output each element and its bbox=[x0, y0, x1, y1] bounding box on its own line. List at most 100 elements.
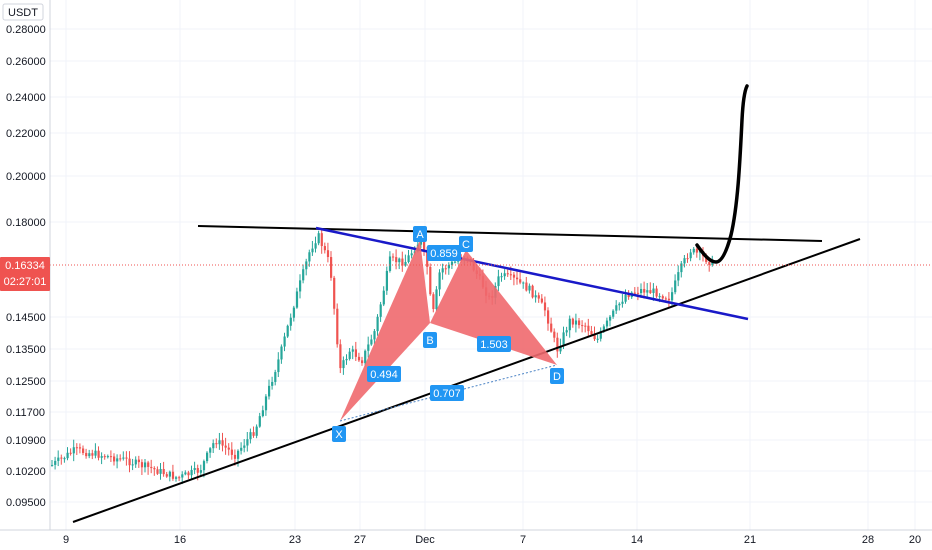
candle-body bbox=[233, 454, 237, 459]
candle-body bbox=[159, 468, 162, 474]
svg-text:0.859: 0.859 bbox=[430, 248, 458, 260]
candle-body bbox=[401, 258, 404, 266]
candle-body bbox=[385, 270, 388, 291]
candle-body bbox=[63, 458, 66, 460]
candle-body bbox=[85, 452, 88, 457]
candle-body bbox=[686, 258, 689, 260]
candle-body bbox=[646, 290, 649, 293]
projection-curve bbox=[695, 84, 749, 264]
candle-body bbox=[692, 248, 695, 253]
candle-body bbox=[109, 456, 113, 458]
candle-body bbox=[54, 460, 57, 465]
candle-body bbox=[60, 457, 63, 459]
current-price-badge bbox=[0, 257, 50, 291]
candle-body bbox=[311, 248, 314, 253]
candle-body bbox=[537, 295, 540, 299]
candle-body bbox=[171, 471, 175, 479]
candle-body bbox=[361, 360, 364, 364]
candle-body bbox=[398, 258, 401, 263]
candle-body bbox=[525, 282, 528, 291]
candle-body bbox=[264, 396, 268, 411]
ratio-label-1503: 1.503 bbox=[477, 336, 511, 352]
x-tick-label: Dec bbox=[415, 534, 435, 546]
candle-body bbox=[605, 320, 609, 327]
candle-body bbox=[708, 262, 711, 265]
candle-body bbox=[671, 292, 674, 301]
candle-body bbox=[314, 243, 317, 249]
candle-body bbox=[215, 443, 218, 445]
candle-body bbox=[339, 344, 342, 369]
candle-body bbox=[559, 345, 562, 352]
candle-body bbox=[66, 452, 69, 459]
candle-body bbox=[593, 334, 596, 340]
candle-body bbox=[91, 453, 94, 456]
candle-body bbox=[370, 339, 373, 345]
candle-body bbox=[565, 330, 568, 333]
svg-text:0.707: 0.707 bbox=[433, 388, 461, 400]
candle-body bbox=[326, 250, 330, 258]
candle-body bbox=[134, 459, 137, 465]
x-tick-label: 28 bbox=[862, 534, 874, 546]
candle-body bbox=[72, 447, 75, 454]
candle-body bbox=[122, 457, 125, 459]
candle-body bbox=[82, 448, 85, 453]
candle-body bbox=[206, 452, 209, 462]
candle-body bbox=[367, 344, 370, 351]
candle-body bbox=[574, 320, 578, 325]
y-tick-label: 0.10900 bbox=[6, 435, 46, 447]
y-axis-ticks: 0.28000 0.26000 0.24000 0.22000 0.20000 0.180… bbox=[6, 24, 46, 509]
candle-body bbox=[441, 268, 444, 273]
candle-body bbox=[624, 294, 627, 302]
candle-body bbox=[144, 462, 147, 468]
candle-body bbox=[599, 330, 602, 339]
candle-body bbox=[540, 298, 543, 303]
candle-body bbox=[615, 305, 618, 311]
candle-body bbox=[268, 385, 271, 397]
candle-body bbox=[568, 318, 571, 331]
candle-body bbox=[435, 289, 438, 310]
candle-body bbox=[51, 464, 54, 466]
candle-body bbox=[271, 381, 274, 386]
candle-body bbox=[97, 450, 100, 458]
x-tick-label: 27 bbox=[354, 534, 366, 546]
svg-text:1.503: 1.503 bbox=[480, 339, 508, 351]
support-line bbox=[72, 238, 861, 523]
bar-countdown: 02:27:01 bbox=[4, 276, 47, 288]
candle-body bbox=[655, 288, 658, 297]
svg-text:A: A bbox=[416, 229, 424, 241]
candle-body bbox=[230, 449, 233, 455]
candle-body bbox=[137, 459, 140, 463]
candle-body bbox=[227, 447, 230, 450]
candle-body bbox=[450, 261, 454, 266]
candle-body bbox=[584, 325, 587, 327]
candle-body bbox=[57, 457, 60, 461]
candle-body bbox=[373, 331, 376, 340]
candle-body bbox=[345, 358, 348, 361]
candle-body bbox=[336, 308, 339, 345]
svg-text:C: C bbox=[462, 239, 470, 251]
candle-body bbox=[75, 447, 78, 449]
candle-body bbox=[240, 447, 243, 451]
candle-body bbox=[556, 337, 559, 352]
candle-body bbox=[165, 474, 168, 477]
x-tick-label: 9 bbox=[63, 534, 69, 546]
y-tick-label: 0.18000 bbox=[6, 217, 46, 229]
svg-text:0.494: 0.494 bbox=[370, 369, 398, 381]
candle-body bbox=[550, 323, 553, 332]
candle-body bbox=[317, 233, 320, 244]
candle-body bbox=[677, 272, 680, 281]
candle-body bbox=[674, 280, 677, 293]
candle-body bbox=[596, 338, 599, 340]
y-tick-label: 0.24000 bbox=[6, 92, 46, 104]
candle-body bbox=[147, 462, 150, 467]
candle-body bbox=[178, 477, 181, 479]
candle-body bbox=[649, 290, 652, 294]
candle-body bbox=[643, 288, 646, 293]
current-price-value: 0.16334 bbox=[5, 260, 45, 272]
candle-body bbox=[612, 310, 615, 317]
candle-body bbox=[88, 453, 91, 457]
candle-body bbox=[261, 410, 264, 417]
candle-body bbox=[664, 298, 667, 300]
candle-body bbox=[295, 291, 299, 308]
